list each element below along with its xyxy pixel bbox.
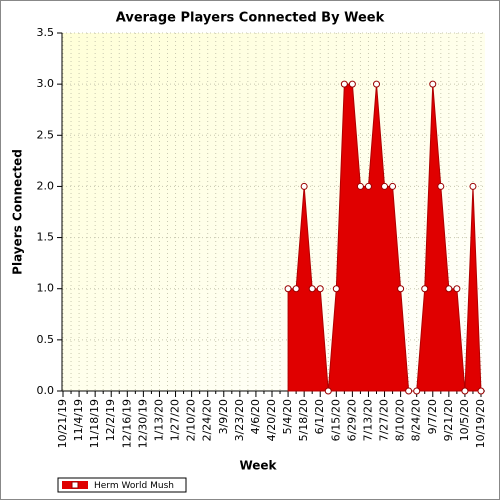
point	[413, 387, 421, 395]
y-tick-label: 0.0	[37, 384, 55, 397]
x-tick-label: 3/23/20	[233, 399, 246, 441]
legend-label: Herm World Mush	[94, 481, 174, 491]
x-tick-label: 5/4/20	[281, 399, 294, 434]
legend-marker	[71, 481, 79, 489]
y-tick-label: 1.5	[37, 231, 55, 244]
point	[348, 80, 356, 88]
point	[429, 80, 437, 88]
chart-title: Average Players Connected By Week	[116, 11, 385, 26]
point	[397, 285, 405, 293]
point	[340, 80, 348, 88]
point	[316, 285, 324, 293]
y-axis-label: Players Connected	[11, 149, 25, 275]
point	[453, 285, 461, 293]
x-tick-label: 6/1/20	[313, 399, 326, 434]
legend-box	[57, 477, 187, 493]
point	[324, 387, 332, 395]
x-tick-label: 6/29/20	[345, 399, 358, 441]
x-tick-label: 7/27/20	[378, 399, 391, 441]
x-tick-label: 3/9/20	[217, 399, 230, 434]
x-tick-label: 2/10/20	[185, 399, 198, 441]
y-tick-label: 1.0	[37, 282, 55, 295]
x-tick-label: 12/2/19	[104, 399, 117, 441]
x-tick-label: 12/30/19	[136, 399, 149, 448]
point	[373, 80, 380, 88]
y-tick-label: 3.5	[37, 26, 55, 39]
plot-area	[62, 33, 485, 391]
x-tick-label: 8/10/20	[394, 399, 407, 441]
x-tick-label: 7/13/20	[361, 399, 374, 441]
point	[445, 285, 453, 293]
point	[381, 182, 389, 190]
point	[292, 285, 300, 293]
x-tick-label: 10/5/20	[458, 399, 471, 441]
x-tick-label: 6/15/20	[329, 399, 342, 441]
y-tick-label: 0.5	[37, 333, 55, 346]
point	[356, 182, 364, 190]
point	[437, 182, 445, 190]
y-tick-label: 2.0	[37, 179, 55, 192]
x-tick-label: 4/6/20	[249, 399, 262, 434]
y-tick-label: 3.0	[37, 77, 55, 90]
x-tick-label: 4/20/20	[265, 399, 278, 441]
point	[405, 387, 413, 395]
point	[284, 285, 292, 293]
x-tick-label: 9/21/20	[442, 399, 455, 441]
point	[389, 182, 397, 190]
point	[477, 387, 485, 395]
x-tick-label: 11/18/19	[88, 399, 101, 448]
point	[364, 182, 372, 190]
x-tick-label: 5/18/20	[297, 399, 310, 441]
point	[308, 285, 316, 293]
x-tick-label: 10/21/19	[56, 399, 69, 448]
x-tick-label: 12/16/19	[120, 399, 133, 448]
x-tick-label: 1/13/20	[152, 399, 165, 441]
point	[461, 387, 469, 395]
y-tick-label: 2.5	[37, 128, 55, 141]
x-tick-label: 1/27/20	[169, 399, 182, 441]
x-tick-label: 11/4/19	[72, 399, 85, 441]
point	[469, 182, 477, 190]
point	[300, 182, 308, 190]
x-tick-label: 2/24/20	[201, 399, 214, 441]
x-axis-label: Week	[239, 459, 277, 473]
point	[421, 285, 429, 293]
point	[332, 285, 340, 293]
x-tick-label: 9/7/20	[426, 399, 439, 434]
x-tick-label: 10/19/20	[474, 399, 487, 448]
x-tick-label: 8/24/20	[410, 399, 423, 441]
legend: Herm World Mush	[57, 477, 187, 493]
